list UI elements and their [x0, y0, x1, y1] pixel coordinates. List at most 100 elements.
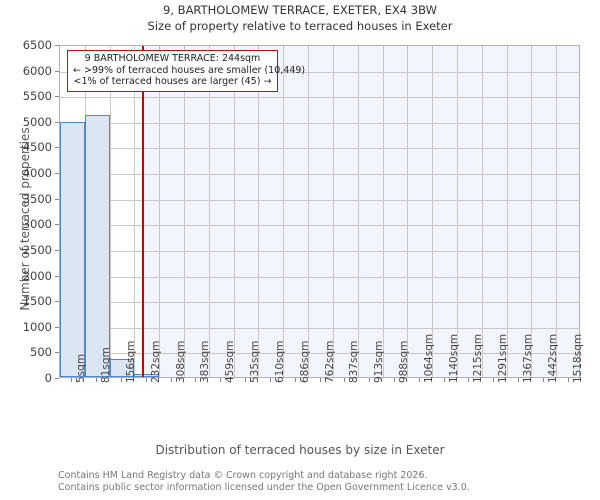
histogram-bar [84, 115, 110, 377]
y-axis-tick-label: 500 [30, 345, 52, 360]
gridline-vertical [109, 46, 111, 377]
gridline-horizontal [60, 327, 579, 329]
page-title: 9, BARTHOLOMEW TERRACE, EXETER, EX4 3BW [163, 3, 437, 17]
gridline-horizontal [60, 225, 579, 227]
gridline-horizontal [60, 174, 579, 176]
gridline-vertical [456, 46, 458, 377]
x-axis-tick-label: 81sqm [100, 347, 113, 383]
x-axis-tick-mark [145, 378, 147, 382]
gridline-vertical [357, 46, 359, 377]
x-axis-tick-label: 1518sqm [571, 333, 584, 383]
x-axis-tick-mark [443, 378, 445, 382]
chart-title-block: 9, BARTHOLOMEW TERRACE, EXETER, EX4 3BW … [0, 2, 600, 34]
gridline-horizontal [60, 122, 579, 124]
footer-attribution: Contains HM Land Registry data © Crown c… [58, 470, 598, 493]
x-axis-tick-mark [393, 378, 395, 382]
property-annotation-box: 9 BARTHOLOMEW TERRACE: 244sqm ← >99% of … [67, 50, 306, 92]
y-axis-tick-mark [55, 198, 59, 200]
y-axis-tick-mark [55, 96, 59, 98]
x-axis-tick-label: 232sqm [149, 340, 162, 383]
gridline-horizontal [60, 353, 579, 355]
x-axis-tick-mark [369, 378, 371, 382]
x-axis-tick-mark [294, 378, 296, 382]
footer-line-2: Contains public sector information licen… [58, 481, 470, 493]
gridline-horizontal [60, 250, 579, 252]
gridline-vertical [556, 46, 558, 377]
x-axis-tick-label: 308sqm [174, 340, 187, 383]
x-axis-tick-mark [319, 378, 321, 382]
x-axis-tick-mark [517, 378, 519, 382]
y-axis-tick-label: 5500 [22, 89, 52, 104]
x-axis-tick-label: 1064sqm [422, 333, 435, 383]
x-axis-tick-label: 5sqm [75, 353, 88, 383]
x-axis-tick-mark [542, 378, 544, 382]
x-axis-tick-label: 988sqm [397, 340, 410, 383]
x-axis-tick-mark [195, 378, 197, 382]
footer-line-1: Contains HM Land Registry data © Crown c… [58, 470, 428, 481]
y-axis-tick-label: 4500 [22, 140, 52, 155]
gridline-vertical [134, 46, 136, 377]
gridline-vertical [308, 46, 310, 377]
gridline-horizontal [60, 97, 579, 99]
histogram-bar [134, 374, 160, 377]
y-axis-tick-label: 0 [44, 371, 52, 385]
y-axis-tick-label: 6500 [22, 38, 52, 52]
larger-properties-shading [142, 46, 579, 377]
histogram-bar [60, 121, 85, 377]
y-axis-tick-mark [55, 121, 59, 123]
y-axis-tick-label: 3500 [22, 191, 52, 206]
x-axis-tick-label: 1140sqm [447, 333, 460, 383]
gridline-vertical [407, 46, 409, 377]
x-axis-tick-label: 535sqm [249, 340, 262, 383]
gridline-vertical [481, 46, 483, 377]
y-axis-tick-mark [55, 147, 59, 149]
y-axis-tick-mark [55, 378, 59, 379]
x-axis-tick-label: 459sqm [224, 340, 237, 383]
x-axis-tick-mark [170, 378, 172, 382]
x-axis-tick-label: 913sqm [373, 340, 386, 383]
y-axis-tick-label: 2500 [22, 242, 52, 257]
chart-subtitle: Size of property relative to terraced ho… [147, 19, 453, 33]
x-axis-tick-label: 686sqm [298, 340, 311, 383]
gridline-vertical [432, 46, 434, 377]
annotation-line-3: <1% of terraced houses are larger (45) → [73, 76, 272, 87]
gridline-vertical [208, 46, 210, 377]
x-axis-tick-mark [468, 378, 470, 382]
y-axis-tick-label: 5000 [22, 114, 52, 129]
y-axis-tick-label: 4000 [22, 166, 52, 181]
gridline-vertical [159, 46, 161, 377]
x-axis-tick-mark [418, 378, 420, 382]
x-axis-tick-mark [567, 378, 569, 382]
y-axis-tick-mark [55, 173, 59, 175]
gridline-vertical [184, 46, 186, 377]
y-axis-tick-mark [55, 249, 59, 251]
gridline-horizontal [60, 148, 579, 150]
plot-area [59, 45, 580, 378]
x-axis-tick-mark [269, 378, 271, 382]
annotation-line-2: ← >99% of terraced houses are smaller (1… [73, 64, 306, 76]
gridline-horizontal [60, 302, 579, 304]
gridline-vertical [258, 46, 260, 377]
gridline-vertical [332, 46, 334, 377]
y-axis-tick-label: 1000 [22, 319, 52, 334]
x-axis-title: Distribution of terraced houses by size … [155, 443, 445, 457]
x-axis-tick-label: 1215sqm [472, 333, 485, 383]
y-axis-tick-label: 3000 [22, 217, 52, 232]
x-axis-tick-label: 762sqm [323, 340, 336, 383]
y-axis-tick-mark [55, 224, 59, 226]
x-axis-tick-label: 1367sqm [521, 333, 534, 383]
gridline-vertical [506, 46, 508, 377]
x-axis-tick-label: 837sqm [348, 340, 361, 383]
x-axis-tick-mark [493, 378, 495, 382]
property-marker-line [141, 46, 144, 377]
y-axis-tick-mark [55, 301, 59, 303]
gridline-horizontal [60, 199, 579, 201]
gridline-vertical [382, 46, 384, 377]
gridline-vertical [283, 46, 285, 377]
x-axis-tick-mark [96, 378, 98, 382]
x-axis-tick-mark [344, 378, 346, 382]
gridline-horizontal [60, 276, 579, 278]
histogram-bar [109, 358, 135, 377]
x-axis-tick-mark [245, 378, 247, 382]
gridline-vertical [233, 46, 235, 377]
